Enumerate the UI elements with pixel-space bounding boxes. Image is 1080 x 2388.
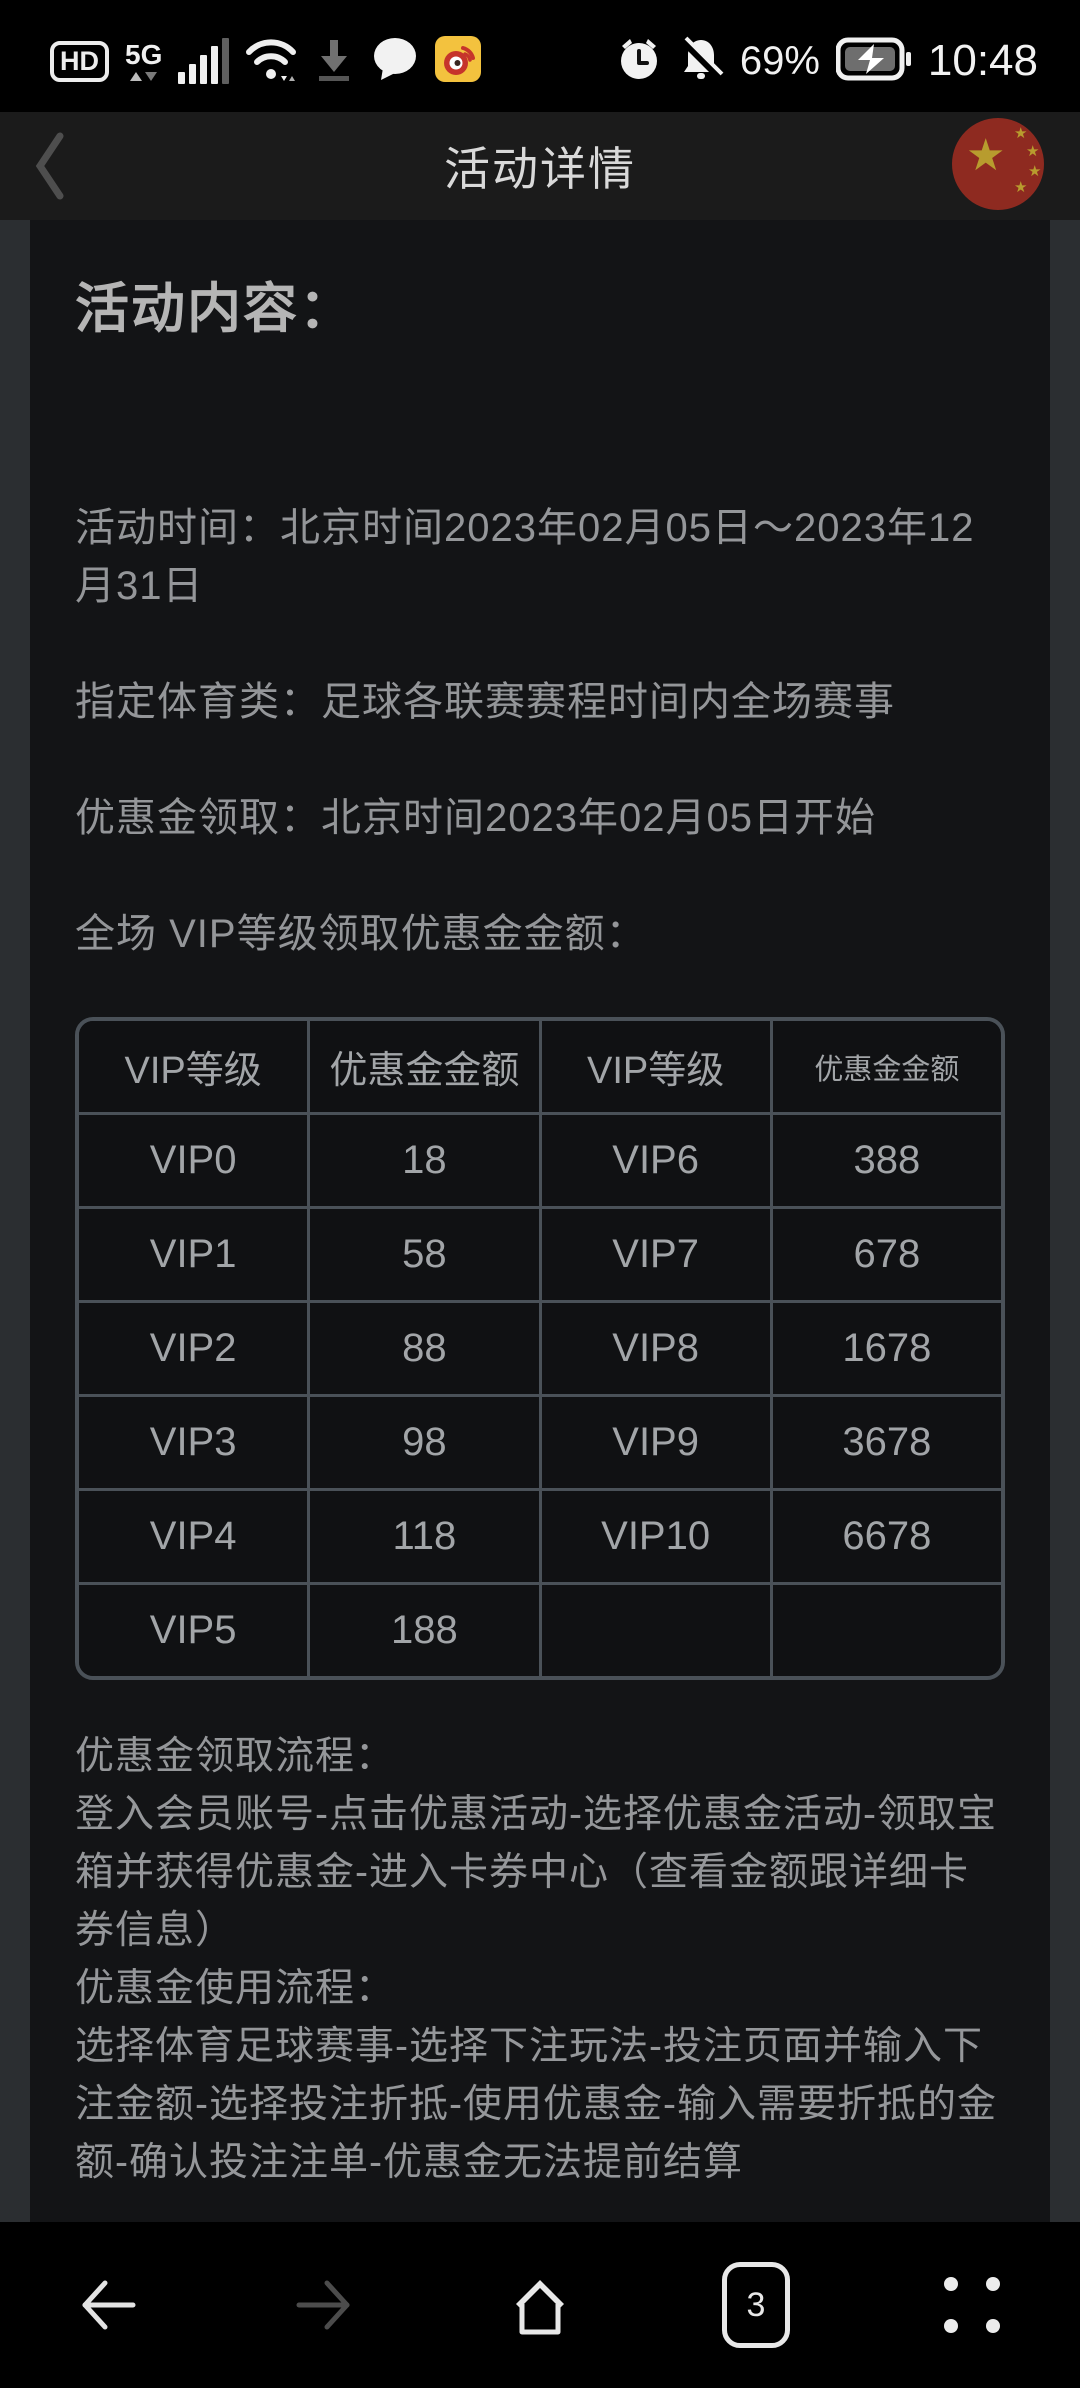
china-flag-icon[interactable]: ★ ★ ★ ★ ★ [952, 118, 1044, 210]
nav-back-button[interactable] [0, 2277, 216, 2333]
table-cell: VIP7 [538, 1209, 770, 1300]
weibo-icon [435, 35, 482, 87]
hd-badge-icon: HD [50, 40, 109, 82]
tabs-icon: 3 [722, 2262, 790, 2348]
table-cell: VIP4 [79, 1491, 308, 1582]
table-cell: 18 [307, 1115, 539, 1206]
table-cell: 6678 [769, 1491, 1001, 1582]
table-cell: VIP8 [538, 1303, 770, 1394]
back-icon[interactable] [34, 130, 64, 207]
forward-arrow-icon [296, 2280, 350, 2330]
signal-bars-icon [178, 38, 230, 84]
table-cell: 58 [307, 1209, 539, 1300]
table-cell: 3678 [769, 1397, 1001, 1488]
download-icon [313, 36, 355, 87]
table-row: VIP3 98 VIP9 3678 [79, 1394, 1001, 1488]
clock-label: 10:48 [927, 36, 1038, 85]
claim-flow-title: 优惠金领取流程： [75, 1735, 396, 1778]
muted-bell-icon [678, 36, 724, 87]
header: 活动详情 ★ ★ ★ ★ ★ [0, 112, 1080, 220]
vip-amount-line: 全场 VIP等级领取优惠金金额： [75, 912, 647, 956]
table-cell: VIP6 [538, 1115, 770, 1206]
data-activity-icon [130, 72, 158, 81]
table-row: VIP2 88 VIP8 1678 [79, 1300, 1001, 1394]
table-row: VIP1 58 VIP7 678 [79, 1206, 1001, 1300]
menu-dots-icon [944, 2277, 1000, 2333]
table-cell [538, 1585, 770, 1676]
table-cell: VIP1 [79, 1209, 308, 1300]
usage-flow-title: 优惠金使用流程： [75, 1967, 396, 2010]
table-cell: VIP5 [79, 1585, 308, 1676]
vip-bonus-table: VIP等级 优惠金金额 VIP等级 优惠金金额 VIP0 18 VIP6 388… [75, 1017, 1005, 1680]
table-row: VIP5 188 [79, 1582, 1001, 1676]
status-left-cluster: HD 5G [50, 35, 497, 87]
table-row: VIP0 18 VIP6 388 [79, 1112, 1001, 1206]
col-header: 优惠金金额 [307, 1021, 539, 1112]
activity-time-line: 活动时间：北京时间2023年02月05日～2023年12月31日 [75, 506, 975, 608]
network-type-label: 5G [125, 39, 163, 70]
table-header-row: VIP等级 优惠金金额 VIP等级 优惠金金额 [79, 1021, 1001, 1112]
status-bar: HD 5G [0, 0, 1080, 112]
table-cell: 98 [307, 1397, 539, 1488]
table-cell: VIP10 [538, 1491, 770, 1582]
table-cell: 1678 [769, 1303, 1001, 1394]
sport-type-line: 指定体育类：足球各联赛赛程时间内全场赛事 [75, 680, 895, 724]
battery-charging-icon [835, 36, 912, 87]
table-cell: 388 [769, 1115, 1001, 1206]
nav-menu-button[interactable] [864, 2277, 1080, 2333]
table-cell: VIP2 [79, 1303, 308, 1394]
alarm-clock-icon [616, 36, 662, 87]
table-cell: 188 [307, 1585, 539, 1676]
table-cell: VIP9 [538, 1397, 770, 1488]
table-cell: VIP0 [79, 1115, 308, 1206]
col-header: 优惠金金额 [769, 1021, 1001, 1112]
content-heading: 活动内容： [75, 279, 355, 339]
tab-count-label: 3 [746, 2285, 766, 2324]
back-arrow-icon [82, 2280, 136, 2330]
message-icon [371, 36, 419, 87]
page-title: 活动详情 [444, 143, 636, 195]
wifi-icon [245, 36, 297, 87]
col-header: VIP等级 [538, 1021, 770, 1112]
table-cell: 88 [307, 1303, 539, 1394]
battery-percent-label: 69% [739, 38, 820, 83]
table-cell [769, 1585, 1001, 1676]
table-cell: VIP3 [79, 1397, 308, 1488]
col-header: VIP等级 [79, 1021, 308, 1112]
nav-forward-button[interactable] [216, 2277, 432, 2333]
claim-flow-steps: 登入会员账号-点击优惠活动-选择优惠金活动-领取宝箱并获得优惠金-进入卡券中心（… [75, 1793, 997, 1952]
bonus-claim-line: 优惠金领取：北京时间2023年02月05日开始 [75, 796, 876, 840]
browser-navbar: 3 [0, 2222, 1080, 2388]
activity-content-panel: 活动内容： 活动时间：北京时间2023年02月05日～2023年12月31日 指… [30, 220, 1050, 2222]
page-background: 活动内容： 活动时间：北京时间2023年02月05日～2023年12月31日 指… [0, 220, 1080, 2222]
table-row: VIP4 118 VIP10 6678 [79, 1488, 1001, 1582]
bonus-flow-section: 优惠金领取流程： 登入会员账号-点击优惠活动-选择优惠金活动-领取宝箱并获得优惠… [75, 1728, 1005, 2192]
home-icon [516, 2280, 564, 2335]
nav-home-button[interactable] [432, 2274, 648, 2336]
table-cell: 678 [769, 1209, 1001, 1300]
usage-flow-steps: 选择体育足球赛事-选择下注玩法-投注页面并输入下注金额-选择投注折抵-使用优惠金… [75, 2025, 997, 2184]
network-type-icon: 5G [125, 41, 162, 81]
status-right-cluster: 69% 10:48 [616, 36, 1038, 87]
nav-tabs-button[interactable]: 3 [648, 2262, 864, 2348]
table-cell: 118 [307, 1491, 539, 1582]
